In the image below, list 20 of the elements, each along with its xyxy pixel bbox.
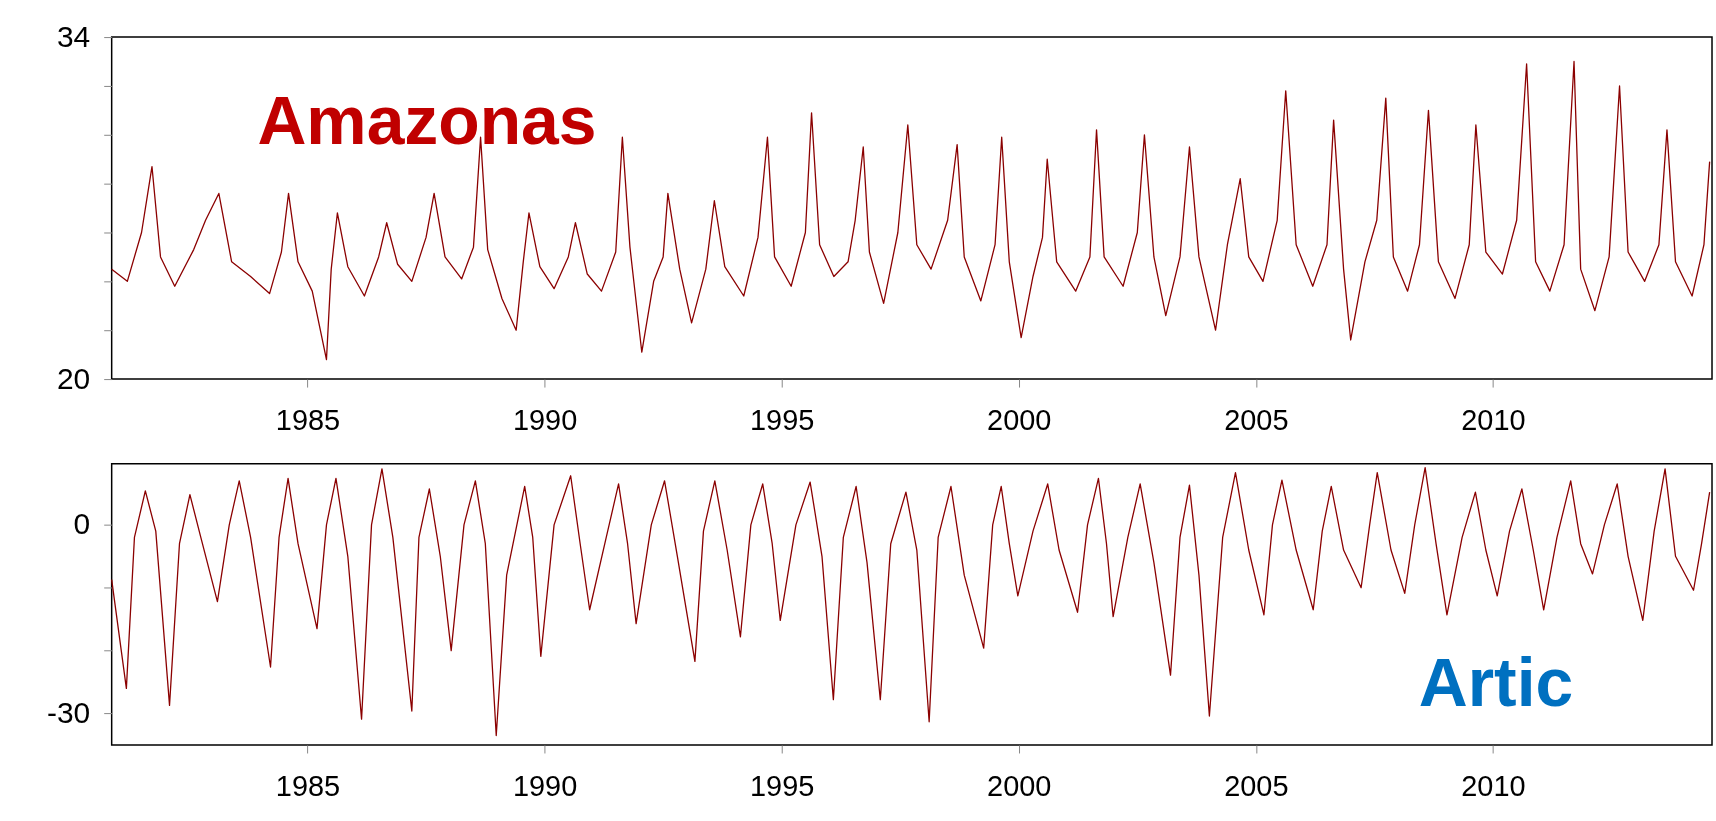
x-tick-label: 1985	[275, 404, 341, 437]
y-tick-label: 20	[56, 361, 91, 395]
y-tick-label: 34	[56, 19, 91, 53]
y-tick-label: 0	[73, 507, 91, 541]
line-series	[111, 60, 1711, 361]
x-tick-label: 1990	[512, 404, 578, 437]
x-tick-label: 2010	[1461, 404, 1526, 437]
x-tick-label: 1990	[512, 770, 578, 803]
line-series	[111, 466, 1711, 737]
x-tick-label: 1995	[750, 770, 815, 803]
x-tick-label: 2000	[987, 770, 1052, 803]
x-tick-label: 2005	[1224, 404, 1289, 437]
x-tick-label: 1985	[275, 770, 341, 803]
series-label: Amazonas	[257, 82, 597, 158]
x-tick-label: 2010	[1461, 770, 1526, 803]
x-tick-label: 2000	[987, 404, 1052, 437]
y-tick-label: -30	[47, 696, 91, 730]
x-tick-label: 1995	[750, 404, 815, 437]
series-label: Artic	[1418, 644, 1574, 720]
x-tick-label: 2005	[1224, 770, 1289, 803]
